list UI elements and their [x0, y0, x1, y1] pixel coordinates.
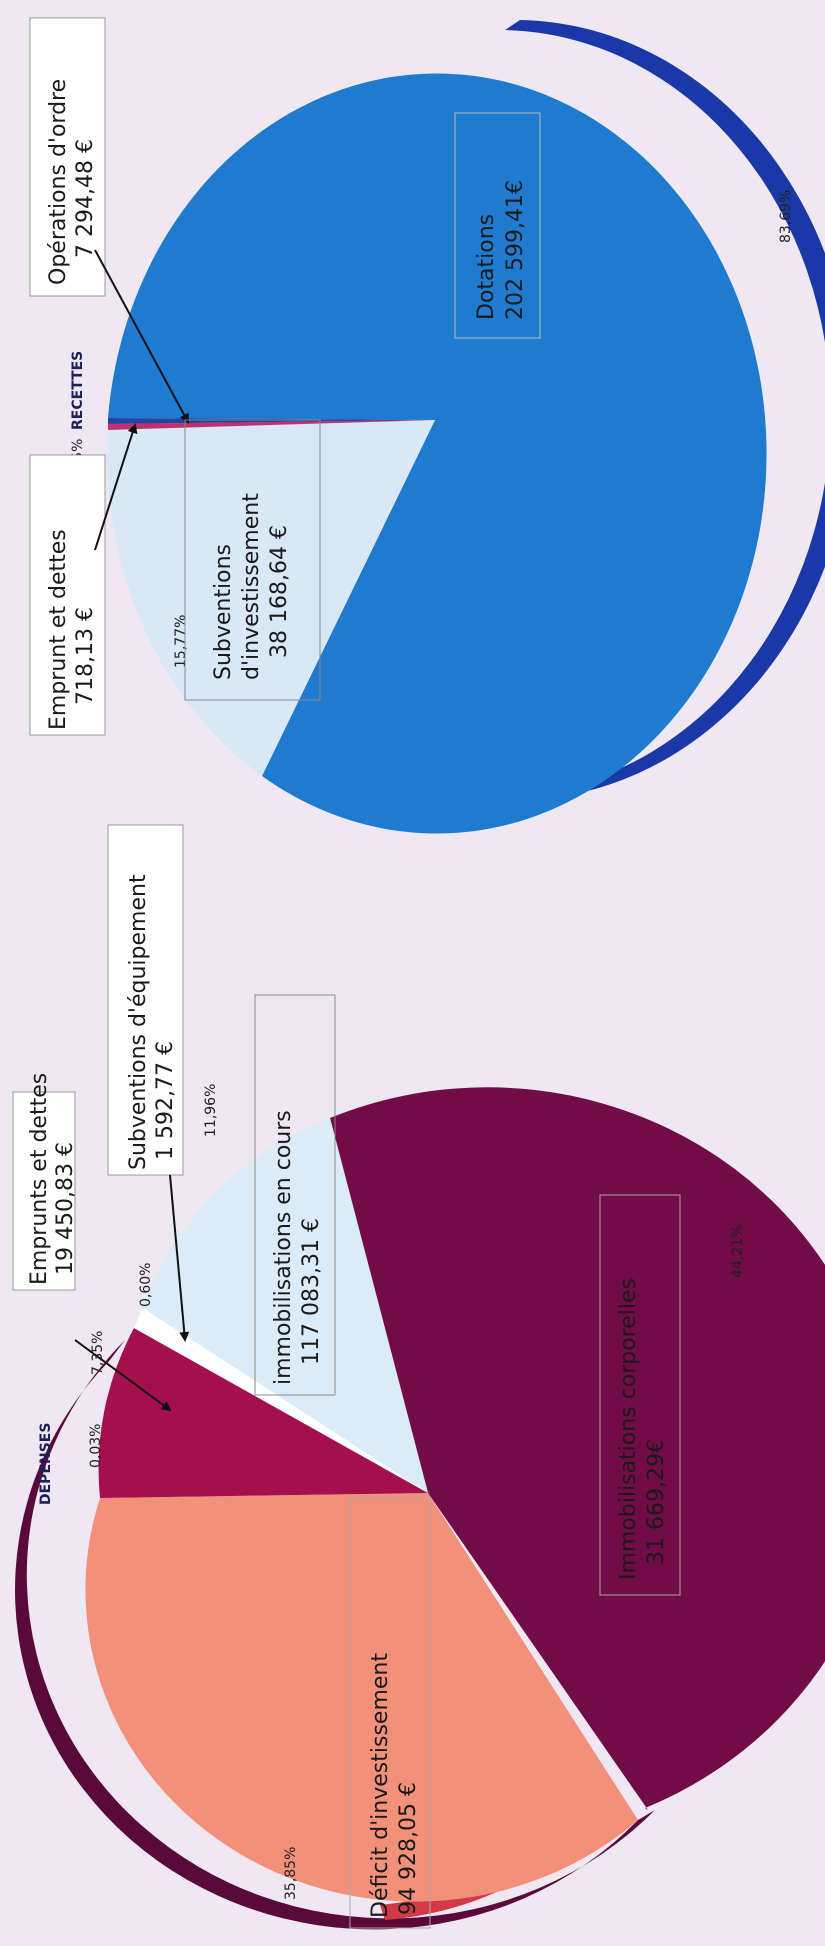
depenses-pct-44-21: 44,21% [730, 1225, 746, 1278]
depenses-callout-corporelles: Immobilisations corporelles 31 669,29€ [599, 1194, 681, 1596]
depenses-slice-subventions-equipement [134, 1308, 428, 1493]
recettes-callout-dotations-value: 202 599,41€ [503, 180, 528, 320]
depenses-callout-subventions: Subventions d'équipement 1 592,77 € [107, 824, 190, 1342]
recettes-callout-subventions-value: 38 168,64 € [267, 525, 292, 658]
depenses-slice-emprunts [98, 1328, 428, 1498]
recettes-callout-emprunt-value: 718,13 € [73, 607, 98, 705]
recettes-callout-operations-label: Opérations d'ordre [46, 79, 71, 285]
depenses-pct-0-03: 0,03% [88, 1424, 104, 1468]
recettes-callout-subventions-label-2: d'investissement [239, 493, 264, 680]
recettes-callout-subventions: Subventions d'investissement 38 168,64 € [184, 419, 321, 701]
depenses-pct-35-85: 35,85% [283, 1847, 299, 1900]
recettes-pct-83-69: 83,69% [778, 190, 794, 243]
depenses-callout-emprunts-label: Emprunts et dettes [27, 1073, 52, 1285]
depenses-chart: DEPENSES 0,03% 7,35% 0,60% 11,96% 44,21%… [12, 824, 825, 1930]
recettes-callout-emprunt: Emprunt et dettes 718,13 € [29, 423, 138, 736]
depenses-callout-subventions-label: Subventions d'équipement [126, 874, 151, 1170]
depenses-callout-subventions-value: 1 592,77 € [153, 1041, 178, 1160]
recettes-callout-operations-value: 7 294,48 € [73, 139, 98, 258]
recettes-callout-dotations: Dotations 202 599,41€ [454, 112, 541, 339]
recettes-callout-operations: Opérations d'ordre 7 294,48 € [29, 17, 189, 424]
depenses-pct-7-35: 7,35% [90, 1331, 106, 1375]
depenses-callout-en-cours-value: 117 083,31 € [299, 1218, 324, 1365]
depenses-callout-corporelles-label: Immobilisations corporelles [616, 1278, 641, 1580]
depenses-callout-corporelles-value: 31 669,29€ [644, 1439, 669, 1565]
depenses-pct-0-60: 0,60% [138, 1263, 154, 1307]
depenses-callout-emprunts: Emprunts et dettes 19 450,83 € [12, 1073, 172, 1412]
depenses-callout-en-cours-label: immobilisations en cours [271, 1110, 296, 1385]
depenses-callout-deficit: Déficit d'investissement 94 928,05 € [349, 1497, 431, 1929]
recettes-slice-dotations [108, 73, 767, 834]
recettes-pct-15-77: 15,77% [173, 615, 189, 668]
recettes-slice-subventions [107, 420, 435, 776]
recettes-callout-emprunt-label: Emprunt et dettes [46, 529, 71, 730]
depenses-callout-emprunts-value: 19 450,83 € [53, 1142, 78, 1275]
depenses-slice-immobilisations-en-cours [143, 1118, 428, 1493]
depenses-callout-deficit-label: Déficit d'investissement [368, 1653, 393, 1918]
recettes-title: RECETTES [70, 351, 86, 430]
depenses-pct-11-96: 11,96% [203, 1084, 219, 1137]
depenses-title: DEPENSES [38, 1423, 54, 1505]
depenses-slice-immobilisations-corporelles [330, 1087, 825, 1810]
recettes-slice-emprunt [108, 420, 435, 430]
recettes-chart: RECETTES 0,25% 15,77% 83,69% Opérations … [29, 17, 825, 834]
depenses-slice-deficit [85, 1493, 639, 1902]
recettes-callout-subventions-label-1: Subventions [211, 544, 236, 680]
depenses-callout-en-cours: immobilisations en cours 117 083,31 € [254, 994, 336, 1396]
recettes-callout-dotations-label: Dotations [474, 214, 499, 320]
depenses-callout-deficit-value: 94 928,05 € [396, 1782, 421, 1915]
